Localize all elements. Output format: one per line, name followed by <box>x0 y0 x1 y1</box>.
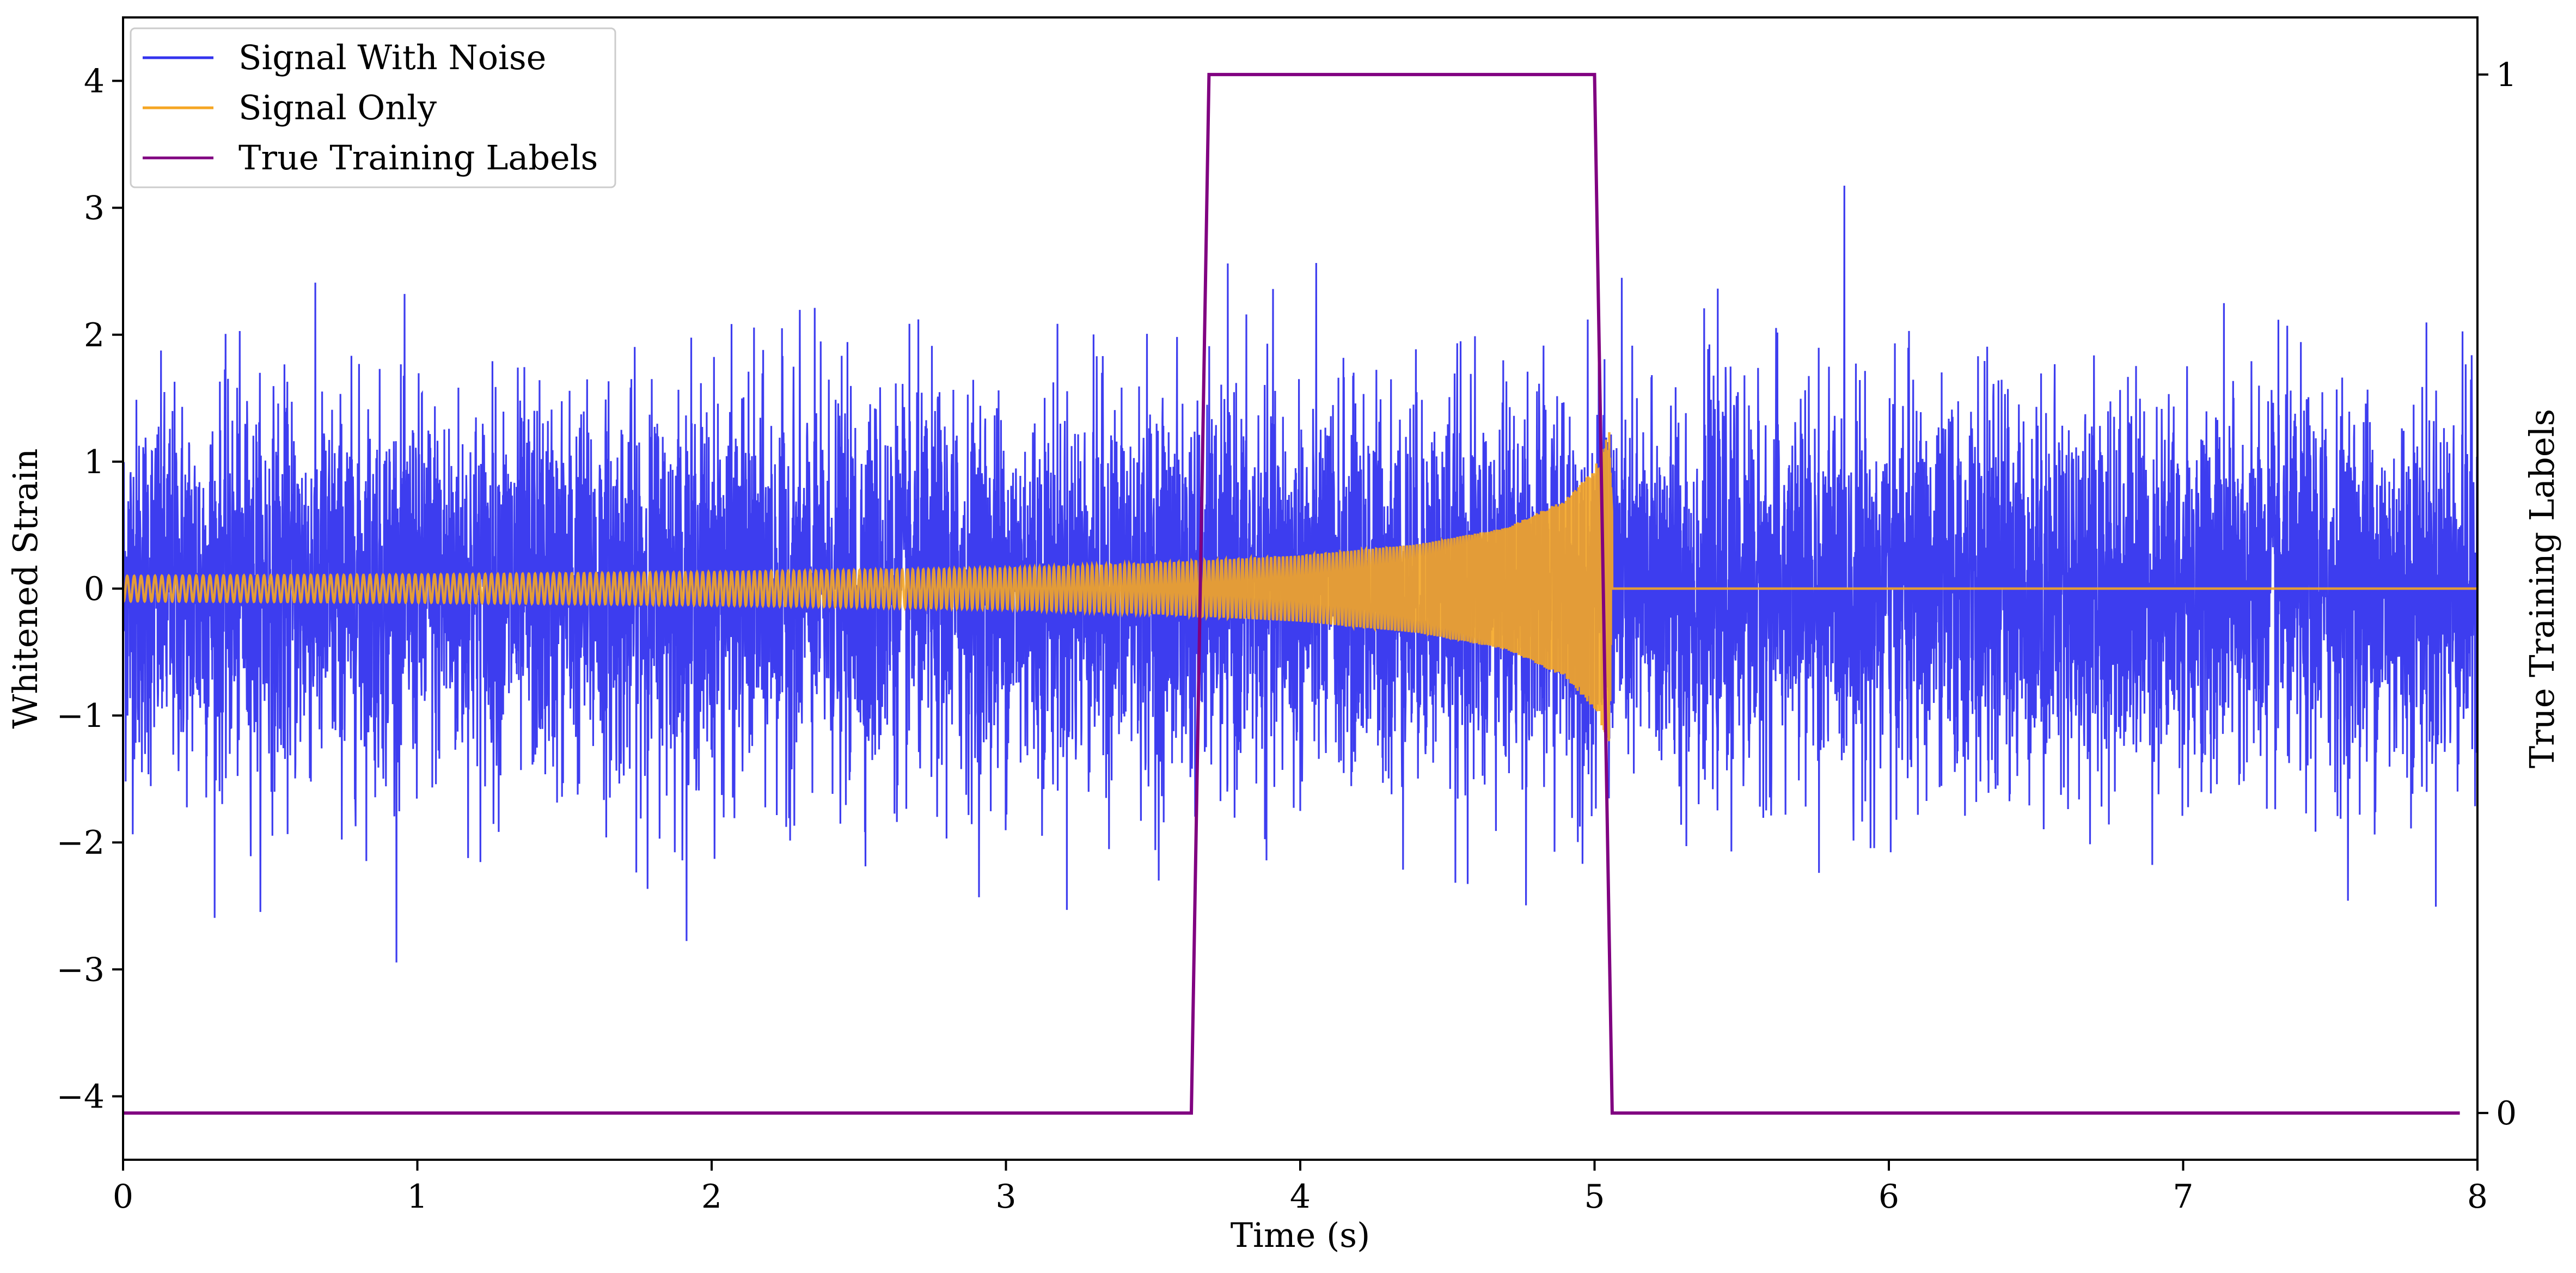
x-tick-label: 0 <box>113 1178 133 1216</box>
y-axis-label: Whitened Strain <box>5 449 45 729</box>
y-tick-label: 1 <box>84 443 105 481</box>
x-tick-label: 3 <box>995 1178 1016 1216</box>
y-tick-label: −2 <box>57 824 105 862</box>
x-tick-label: 7 <box>2173 1178 2193 1216</box>
y-tick-label: 4 <box>84 63 105 101</box>
y2-axis-label: True Training Labels <box>2522 409 2562 768</box>
legend-entry-true-training-labels: True Training Labels <box>238 138 598 178</box>
y2-tick-label: 0 <box>2496 1094 2517 1133</box>
series-signal-only <box>123 432 2477 742</box>
y-axis-left: −4 −3 −2 −1 0 1 2 3 4 <box>57 63 123 1116</box>
x-axis-label: Time (s) <box>1231 1215 1370 1255</box>
x-tick-label: 8 <box>2467 1178 2488 1216</box>
y-tick-label: 3 <box>84 189 105 228</box>
x-tick-label: 4 <box>1290 1178 1311 1216</box>
series-true-training-labels <box>123 72 2460 1115</box>
y-tick-label: −3 <box>57 951 105 989</box>
x-tick-label: 6 <box>1879 1178 1899 1216</box>
y2-tick-label: 1 <box>2496 56 2517 94</box>
legend: Signal With Noise Signal Only True Train… <box>130 27 616 188</box>
y-tick-label: 0 <box>84 570 105 608</box>
y-tick-label: 2 <box>84 316 105 354</box>
legend-entry-signal-with-noise: Signal With Noise <box>238 38 546 77</box>
x-tick-label: 5 <box>1584 1178 1605 1216</box>
x-tick-label: 1 <box>407 1178 427 1216</box>
y-tick-label: −4 <box>57 1078 105 1116</box>
legend-entry-signal-only: Signal Only <box>238 88 437 127</box>
x-axis: 0 1 2 3 4 5 6 7 8 <box>113 1160 2488 1216</box>
legend-box <box>130 27 616 188</box>
y-axis-right: 01 <box>2477 56 2517 1133</box>
x-tick-label: 2 <box>701 1178 722 1216</box>
y-tick-label: −1 <box>57 697 105 735</box>
series-layer <box>123 72 2477 1115</box>
